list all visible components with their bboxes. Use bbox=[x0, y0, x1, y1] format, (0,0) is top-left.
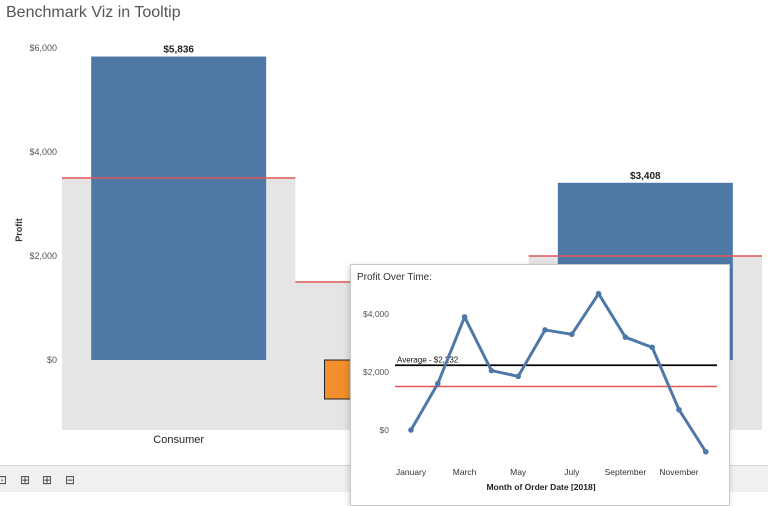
add-dashboard-icon[interactable]: ⊞ bbox=[42, 473, 53, 487]
category-label: Consumer bbox=[153, 434, 204, 446]
y-tick-label: $6,000 bbox=[29, 43, 57, 53]
tooltip-panel: Profit Over Time: Average - $2,232 $0 $2,0… bbox=[350, 264, 730, 506]
x-tick-label: May bbox=[510, 467, 527, 477]
y-tick-label: $4,000 bbox=[363, 309, 389, 319]
profit-over-time-chart: Average - $2,232 $0 $2,000 $4,000 January Mar… bbox=[363, 290, 717, 491]
y-tick-label: $0 bbox=[380, 425, 390, 435]
add-sheet-icon[interactable]: ⊞ bbox=[20, 473, 31, 487]
x-tick-label: November bbox=[659, 467, 698, 477]
x-tick-label: January bbox=[396, 467, 427, 477]
line-point bbox=[649, 344, 655, 351]
line-point bbox=[408, 427, 414, 433]
y-axis-title: Profit bbox=[14, 218, 24, 242]
expand-icon[interactable]: ⊡ bbox=[0, 473, 8, 487]
line-point bbox=[676, 406, 682, 413]
x-axis-title: Month of Order Date [2018] bbox=[486, 482, 595, 491]
line-point bbox=[703, 448, 709, 455]
line-point bbox=[435, 380, 441, 387]
reference-line-label: Average - $2,232 bbox=[397, 355, 459, 364]
line-point bbox=[461, 314, 468, 320]
profit-line-series bbox=[409, 292, 708, 453]
add-story-icon[interactable]: ⊟ bbox=[65, 473, 76, 487]
y-tick-label: $2,000 bbox=[29, 251, 57, 261]
x-tick-label: March bbox=[453, 467, 477, 477]
line-point bbox=[595, 290, 602, 297]
y-tick-label: $0 bbox=[47, 355, 57, 365]
line-point bbox=[515, 373, 521, 380]
x-tick-label: September bbox=[605, 467, 647, 477]
line-point bbox=[569, 331, 575, 338]
page-title: Benchmark Viz in Tooltip bbox=[6, 4, 181, 21]
line-point bbox=[488, 367, 495, 374]
tooltip-title: Profit Over Time: bbox=[357, 272, 433, 283]
y-tick-label: $4,000 bbox=[29, 147, 57, 157]
data-label: $3,408 bbox=[630, 171, 661, 182]
line-point bbox=[542, 327, 548, 333]
data-label: $5,836 bbox=[163, 45, 194, 56]
y-tick-label: $2,000 bbox=[363, 367, 389, 377]
profit-bar bbox=[91, 56, 267, 360]
x-tick-label: July bbox=[564, 467, 580, 477]
line-point bbox=[622, 334, 629, 340]
